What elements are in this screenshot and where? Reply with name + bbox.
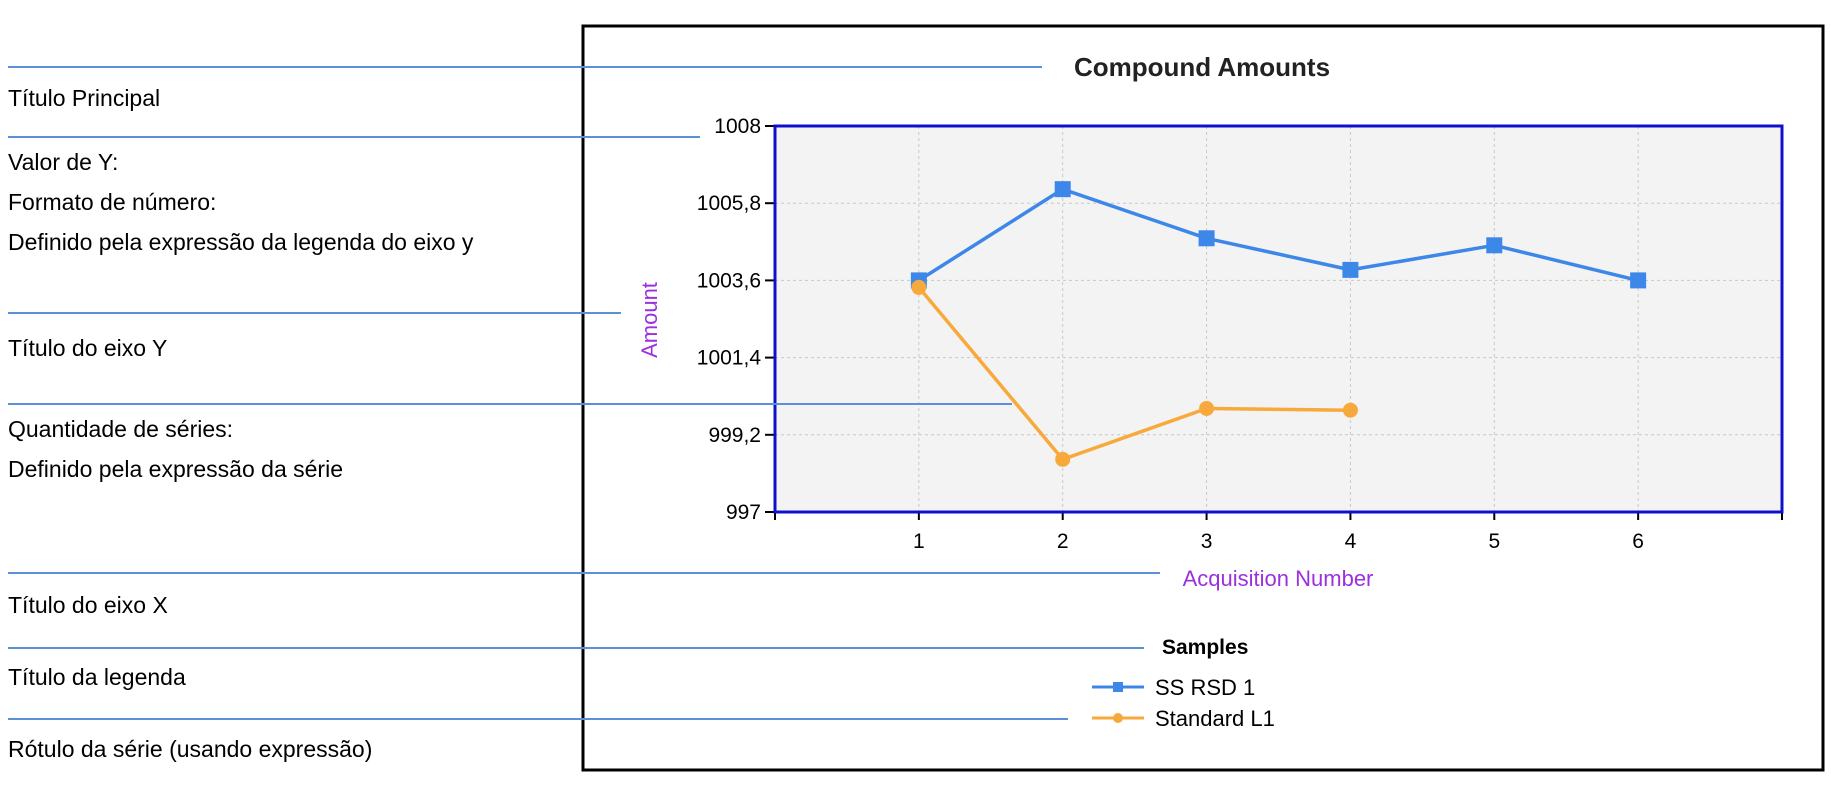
data-point xyxy=(1630,272,1647,289)
annotation-title-label: Título Principal xyxy=(8,85,160,111)
data-point xyxy=(911,279,927,295)
legend-label: SS RSD 1 xyxy=(1155,675,1255,700)
x-axis-title: Acquisition Number xyxy=(1183,566,1374,591)
series-line-0 xyxy=(917,187,1639,283)
plot-border xyxy=(773,124,1784,514)
annotation-y-value-line2: Formato de número: xyxy=(8,189,216,215)
x-tick-label: 4 xyxy=(1345,530,1357,553)
y-tick-label: 997 xyxy=(726,501,761,524)
data-point xyxy=(1342,261,1359,278)
annotation-y-value-line3: Definido pela expressão da legenda do ei… xyxy=(8,229,474,255)
x-tick-label: 1 xyxy=(913,530,925,553)
y-tick-label: 1003,6 xyxy=(697,269,761,292)
data-point xyxy=(1055,451,1071,467)
annotation-series-line2: Definido pela expressão da série xyxy=(8,456,343,482)
x-tick-label: 3 xyxy=(1201,530,1213,553)
annotation-y-value-line1: Valor de Y: xyxy=(8,149,118,175)
annotation-legend-title-label: Título da legenda xyxy=(8,664,186,690)
data-point xyxy=(1054,181,1071,198)
chart-title: Compound Amounts xyxy=(1074,52,1330,82)
annotation-y-title-label: Título do eixo Y xyxy=(8,335,167,361)
series-layer xyxy=(910,181,1647,467)
series-line-1 xyxy=(917,286,1351,462)
annotation-series-line1: Quantidade de séries: xyxy=(8,416,233,442)
legend-marker xyxy=(1113,713,1123,723)
annotation-series-label-label: Rótulo da série (usando expressão) xyxy=(8,736,372,762)
x-tick-label: 2 xyxy=(1057,530,1069,553)
annotation-lines xyxy=(8,66,1160,720)
data-point xyxy=(1486,237,1503,254)
axes: 1008 1005,8 1003,6 1001,4 999,2 997 1 2 3 4 5 6 xyxy=(697,115,1783,553)
y-tick-label: 999,2 xyxy=(708,424,761,447)
legend-label: Standard L1 xyxy=(1155,706,1275,731)
annotation-x-title-label: Título do eixo X xyxy=(8,592,168,618)
y-tick-label: 1005,8 xyxy=(697,192,761,215)
y-tick-label: 1008 xyxy=(714,115,761,138)
legend: Samples SS RSD 1 Standard L1 xyxy=(1092,636,1275,731)
x-tick-label: 6 xyxy=(1632,530,1644,553)
x-tick-label: 5 xyxy=(1488,530,1500,553)
y-tick-label: 1001,4 xyxy=(697,347,762,370)
grid-lines xyxy=(775,126,1782,512)
annotation-texts: Título Principal Valor de Y: Formato de … xyxy=(8,85,474,762)
legend-marker xyxy=(1113,682,1123,692)
data-point xyxy=(1342,402,1358,418)
data-point xyxy=(1199,400,1215,416)
data-point xyxy=(1198,230,1215,247)
legend-title: Samples xyxy=(1162,636,1248,659)
y-axis-title: Amount xyxy=(637,282,662,358)
plot-area xyxy=(775,126,1782,512)
